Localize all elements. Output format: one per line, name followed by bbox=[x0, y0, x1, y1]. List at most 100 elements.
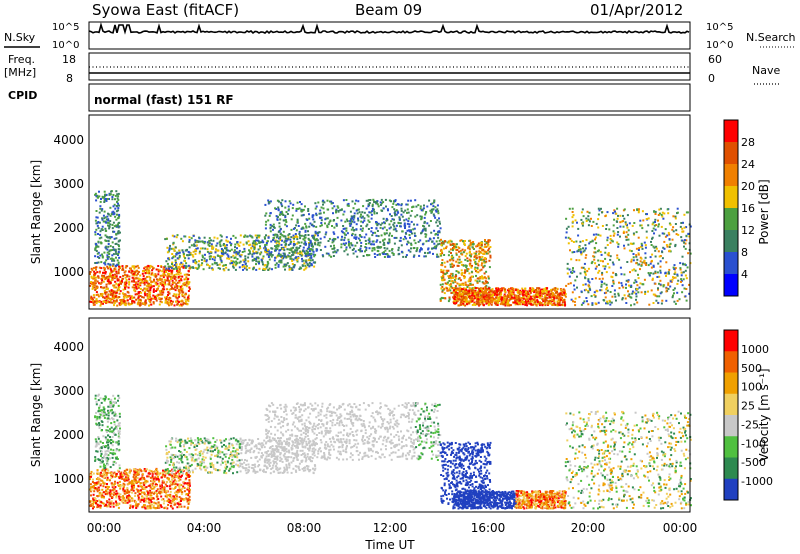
echo-cell bbox=[288, 233, 291, 236]
echo-cell bbox=[168, 304, 170, 307]
echo-cell bbox=[668, 272, 670, 275]
echo-cell bbox=[514, 301, 517, 304]
echo-cell bbox=[100, 286, 103, 289]
echo-cell bbox=[137, 266, 140, 269]
echo-cell bbox=[351, 226, 354, 229]
echo-cell bbox=[124, 293, 127, 296]
echo-cell bbox=[255, 260, 258, 263]
echo-cell bbox=[94, 282, 97, 285]
echo-cell bbox=[481, 294, 484, 297]
echo-cell bbox=[536, 299, 539, 302]
echo-cell bbox=[110, 257, 113, 260]
echo-cell bbox=[678, 298, 681, 301]
echo-cell bbox=[318, 212, 321, 215]
echo-cell bbox=[637, 263, 640, 266]
echo-cell bbox=[443, 287, 446, 290]
echo-cell bbox=[522, 297, 525, 300]
echo-cell bbox=[473, 252, 476, 255]
echo-cell bbox=[360, 216, 363, 219]
echo-cell bbox=[556, 297, 558, 300]
echo-cell bbox=[578, 246, 581, 249]
echo-cell bbox=[246, 235, 249, 238]
echo-cell bbox=[590, 295, 593, 298]
echo-cell bbox=[576, 221, 578, 224]
echo-cell bbox=[479, 269, 482, 272]
echo-cell bbox=[427, 239, 430, 242]
echo-cell bbox=[95, 298, 98, 301]
echo-cell bbox=[422, 228, 425, 231]
echo-cell bbox=[440, 296, 443, 299]
echo-cell bbox=[616, 254, 619, 257]
echo-cell bbox=[275, 241, 278, 244]
echo-cell bbox=[115, 190, 118, 193]
echo-cell bbox=[93, 286, 96, 289]
echo-cell bbox=[198, 237, 201, 240]
echo-cell bbox=[96, 280, 99, 283]
echo-cell bbox=[497, 287, 499, 290]
echo-cell bbox=[650, 260, 653, 263]
echo-cell bbox=[373, 252, 376, 255]
echo-cell bbox=[292, 251, 294, 254]
echo-cell bbox=[464, 240, 466, 242]
echo-cell bbox=[541, 298, 544, 301]
echo-cell bbox=[192, 255, 195, 258]
echo-cell bbox=[124, 270, 127, 273]
echo-cell bbox=[469, 243, 472, 246]
echo-cell bbox=[346, 204, 349, 207]
echo-cell bbox=[492, 294, 494, 297]
echo-cell bbox=[437, 243, 440, 246]
echo-cell bbox=[486, 297, 489, 300]
echo-cell bbox=[148, 270, 151, 273]
echo-cell bbox=[477, 242, 480, 245]
echo-cell bbox=[467, 245, 470, 248]
echo-cell bbox=[92, 294, 95, 297]
echo-cell bbox=[273, 226, 276, 229]
echo-cell bbox=[658, 255, 661, 258]
echo-cell bbox=[160, 278, 163, 281]
echo-cell bbox=[386, 255, 389, 258]
echo-cell bbox=[574, 304, 577, 307]
echo-cell bbox=[308, 225, 311, 228]
echo-cell bbox=[146, 267, 149, 270]
echo-cell bbox=[276, 240, 279, 243]
echo-cell bbox=[484, 297, 487, 300]
echo-cell bbox=[477, 298, 480, 301]
echo-cell bbox=[519, 289, 522, 292]
echo-cell bbox=[471, 292, 474, 294]
echo-cell bbox=[213, 255, 216, 258]
echo-cell bbox=[172, 247, 175, 250]
echo-cell bbox=[179, 275, 182, 278]
echo-cell bbox=[406, 203, 409, 206]
echo-cell bbox=[486, 300, 489, 303]
echo-cell bbox=[276, 199, 279, 202]
echo-cell bbox=[385, 217, 388, 220]
echo-cell bbox=[455, 275, 458, 277]
echo-cell bbox=[284, 219, 287, 221]
echo-cell bbox=[119, 276, 122, 278]
echo-cell bbox=[369, 199, 372, 201]
echo-cell bbox=[481, 249, 484, 252]
echo-cell bbox=[597, 218, 600, 221]
echo-cell bbox=[173, 264, 176, 266]
echo-cell bbox=[142, 277, 145, 280]
echo-cell bbox=[244, 234, 247, 237]
echo-cell bbox=[469, 259, 472, 262]
echo-cell bbox=[507, 287, 510, 290]
echo-cell bbox=[625, 283, 627, 286]
echo-cell bbox=[114, 215, 117, 218]
echo-cell bbox=[299, 234, 301, 237]
echo-cell bbox=[547, 291, 550, 293]
echo-cell bbox=[537, 290, 540, 293]
echo-cell bbox=[154, 296, 156, 299]
echo-cell bbox=[476, 271, 479, 274]
echo-cell bbox=[209, 250, 212, 253]
echo-cell bbox=[394, 199, 397, 202]
echo-cell bbox=[312, 250, 315, 253]
echo-cell bbox=[319, 212, 322, 215]
echo-cell bbox=[627, 279, 630, 282]
echo-cell bbox=[395, 230, 398, 233]
echo-cell bbox=[507, 302, 510, 305]
echo-cell bbox=[400, 207, 403, 210]
echo-cell bbox=[657, 250, 660, 253]
echo-cell bbox=[436, 219, 439, 222]
